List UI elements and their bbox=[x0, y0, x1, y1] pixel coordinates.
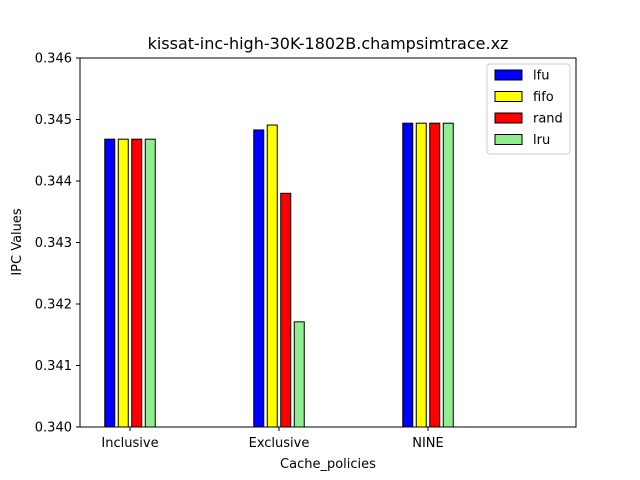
bar-rand-nine bbox=[429, 122, 441, 428]
y-tick-label: 0.343 bbox=[35, 236, 72, 251]
x-tick-label: Exclusive bbox=[249, 436, 310, 451]
bar-lru-inclusive bbox=[144, 138, 156, 428]
bar-lru-nine bbox=[442, 122, 454, 428]
y-axis-label: IPC Values bbox=[10, 208, 25, 276]
x-tick-label: Inclusive bbox=[101, 436, 158, 451]
bar-lfu-exclusive bbox=[253, 129, 265, 428]
x-tick-label: NINE bbox=[412, 436, 444, 451]
bar-rand-exclusive bbox=[280, 192, 292, 428]
bar-rand-inclusive bbox=[131, 138, 143, 428]
legend-swatch-lfu bbox=[494, 69, 523, 81]
x-axis-label: Cache_policies bbox=[280, 457, 376, 472]
y-tick-label: 0.340 bbox=[35, 421, 72, 436]
legend-label-fifo: fifo bbox=[533, 90, 554, 105]
bar-fifo-inclusive bbox=[117, 138, 129, 428]
legend-swatch-rand bbox=[494, 112, 523, 124]
y-tick-label: 0.345 bbox=[35, 113, 72, 128]
legend-box bbox=[486, 63, 571, 155]
x-axis: Inclusive Exclusive NINE bbox=[101, 427, 444, 451]
legend-label-lru: lru bbox=[533, 133, 550, 148]
y-tick-label: 0.342 bbox=[35, 298, 72, 313]
bar-fifo-nine bbox=[415, 122, 427, 428]
bar-lru-exclusive bbox=[293, 321, 305, 428]
y-tick-label: 0.344 bbox=[35, 175, 72, 190]
y-tick-label: 0.346 bbox=[35, 52, 72, 67]
legend-swatch-lru bbox=[494, 134, 523, 145]
bar-lfu-inclusive bbox=[104, 138, 116, 428]
legend: lfu fifo rand lru bbox=[486, 63, 571, 155]
legend-label-rand: rand bbox=[533, 112, 563, 127]
legend-label-lfu: lfu bbox=[533, 69, 549, 84]
legend-swatch-fifo bbox=[494, 91, 523, 102]
bar-fifo-exclusive bbox=[266, 124, 278, 428]
chart-title: kissat-inc-high-30K-1802B.champsimtrace.… bbox=[148, 34, 509, 53]
y-axis: 0.340 0.341 0.342 0.343 0.344 0.345 0.346 bbox=[35, 52, 80, 436]
y-tick-label: 0.341 bbox=[35, 359, 72, 374]
bar-lfu-nine bbox=[402, 122, 414, 428]
